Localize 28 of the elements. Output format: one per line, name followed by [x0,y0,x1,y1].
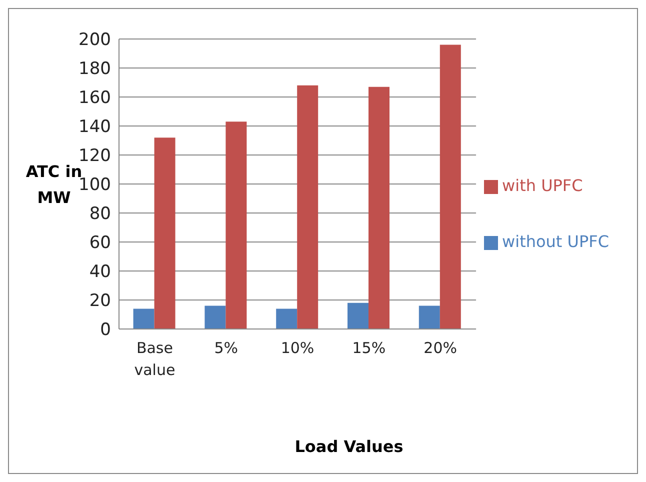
bar [418,306,440,329]
legend-label: without UPFC [502,232,609,251]
bar [133,308,154,329]
legend-label: with UPFC [502,176,583,195]
bar [297,85,318,329]
bar [440,44,461,329]
bar [276,308,298,329]
y-tick-label: 20 [89,291,111,312]
x-tick-label: 15% [352,339,386,357]
bar [226,122,247,329]
y-tick-label: 0 [100,320,111,340]
x-tick-label: 5% [214,339,238,357]
y-tick-label: 140 [78,117,111,138]
y-tick-label: 60 [89,233,111,254]
x-tick-label: 20% [424,339,457,357]
bar [348,302,368,329]
y-tick-label: 180 [78,59,111,80]
x-tick-label: 10% [280,339,314,357]
x-axis-title: Load Values [294,437,404,456]
bar [204,306,226,329]
bar [154,138,176,329]
y-tick-label: 80 [89,204,111,224]
y-tick-label: 40 [89,262,111,282]
y-tick-label: 160 [78,88,111,108]
y-tick-label: 200 [78,30,111,50]
bar [368,86,390,329]
x-tick-label: Base value [134,339,176,379]
y-tick-label: 120 [78,146,111,166]
